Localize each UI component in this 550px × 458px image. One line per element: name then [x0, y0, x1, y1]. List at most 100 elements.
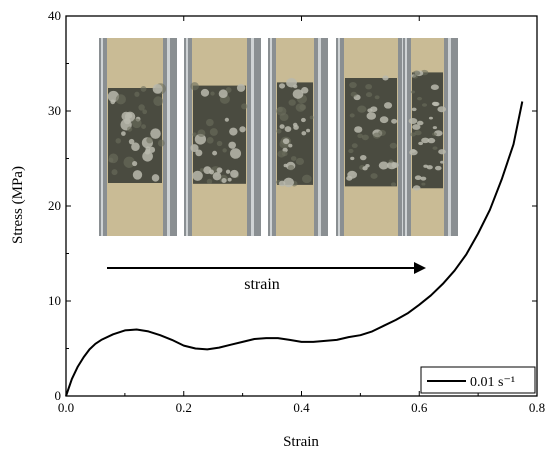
y-tick-label: 30 — [48, 103, 61, 118]
specimen-cell — [438, 149, 446, 155]
specimen-cell — [216, 167, 223, 173]
specimen-cell — [216, 140, 223, 147]
specimen-cell — [208, 169, 215, 175]
specimen-cell — [428, 116, 433, 120]
specimen-cell — [146, 136, 153, 144]
specimen-cell — [390, 182, 397, 187]
series-layer — [65, 101, 524, 397]
specimen-cell — [347, 170, 358, 179]
y-tick-label: 0 — [55, 388, 62, 403]
specimen-cell — [230, 169, 239, 178]
specimen-cell — [432, 146, 438, 150]
specimen-cell — [278, 180, 286, 187]
specimen-cell — [126, 112, 133, 119]
specimen-cell — [365, 163, 370, 168]
y-tick-label: 40 — [48, 8, 61, 23]
specimen-cell — [278, 83, 286, 89]
y-axis-title: Stress (MPa) — [10, 166, 26, 244]
right-rail-highlight — [318, 38, 321, 236]
left-rail-highlight — [101, 38, 103, 236]
y-tick-label: 10 — [48, 293, 61, 308]
specimen-cell — [421, 137, 430, 144]
specimen-cell — [432, 102, 439, 107]
specimen-cell — [140, 85, 147, 92]
specimen-cell — [391, 162, 399, 169]
specimen-cell — [437, 106, 447, 113]
specimen-photo — [336, 38, 412, 236]
left-rail-highlight — [186, 38, 188, 236]
right-rail-highlight — [251, 38, 254, 236]
x-tick-label: 0.8 — [529, 400, 545, 415]
specimen-cell — [357, 133, 363, 139]
specimen-cell — [382, 75, 389, 81]
specimen-cell — [108, 157, 114, 163]
series-line — [65, 101, 524, 397]
specimen-cell — [279, 124, 285, 129]
right-rail-highlight — [448, 38, 451, 236]
specimen-cell — [351, 143, 358, 149]
specimen-cell — [389, 142, 398, 149]
x-tick-label: 0.6 — [411, 400, 428, 415]
specimen-cell — [115, 94, 126, 105]
left-rail-highlight — [405, 38, 407, 236]
specimen-cell — [414, 130, 422, 136]
specimen-cell — [350, 91, 357, 97]
specimen-cell — [427, 137, 436, 144]
specimen-cell — [349, 81, 357, 89]
specimen-cell — [418, 141, 424, 146]
specimen-cell — [416, 120, 424, 126]
specimen-cell — [157, 139, 165, 147]
specimen-cell — [121, 131, 126, 136]
specimen-cell — [222, 148, 227, 153]
specimen-cell — [277, 106, 283, 113]
specimen-cell — [239, 126, 246, 133]
specimen-cell — [197, 129, 206, 138]
specimen-cell — [123, 156, 135, 168]
specimen-body — [277, 82, 313, 185]
specimen-cell — [432, 126, 438, 130]
specimen-cell — [412, 124, 421, 130]
specimen-cell — [421, 103, 428, 107]
x-axis-title: Strain — [283, 434, 319, 450]
specimen-cell — [420, 176, 427, 181]
specimen-photo — [268, 38, 328, 236]
specimen-cell — [150, 128, 161, 139]
specimen-cell — [301, 87, 309, 94]
specimen-cell — [383, 102, 393, 109]
specimen-cell — [241, 103, 248, 110]
specimen-cell — [127, 126, 133, 132]
specimen-cell — [111, 169, 118, 176]
specimen-cell — [410, 132, 416, 137]
specimen-cell — [354, 126, 363, 133]
specimen-cell — [370, 173, 378, 179]
legend: 0.01 s⁻¹ — [420, 366, 536, 394]
specimen-cell — [408, 117, 418, 125]
specimen-photo — [184, 38, 261, 236]
specimen-cell — [132, 161, 138, 167]
specimen-cell — [309, 115, 314, 120]
specimen-cell — [205, 118, 214, 127]
specimen-cell — [370, 106, 378, 113]
axis-ticks: 0.0 0.2 0.4 0.6 0.8 0 10 20 30 40 — [48, 8, 545, 415]
specimen-cell — [200, 88, 210, 97]
specimen-photo — [99, 38, 177, 236]
specimen-cell — [374, 95, 380, 100]
specimen-cell — [131, 142, 140, 152]
specimen-cell — [414, 175, 422, 181]
specimen-cell — [359, 155, 367, 161]
specimen-cell — [365, 83, 373, 90]
specimen-cell — [227, 177, 232, 182]
specimen-cell — [230, 148, 242, 159]
specimen-cell — [365, 92, 373, 98]
specimen-cell — [212, 172, 222, 181]
specimen-cell — [423, 164, 429, 168]
specimen-cell — [212, 150, 218, 156]
specimen-cell — [190, 144, 199, 152]
specimen-cell — [206, 178, 213, 184]
specimen-cell — [421, 182, 426, 186]
specimen-cell — [283, 177, 295, 188]
x-tick-label: 0.0 — [58, 400, 74, 415]
specimen-cell — [141, 124, 146, 130]
specimen-cell — [284, 126, 292, 133]
